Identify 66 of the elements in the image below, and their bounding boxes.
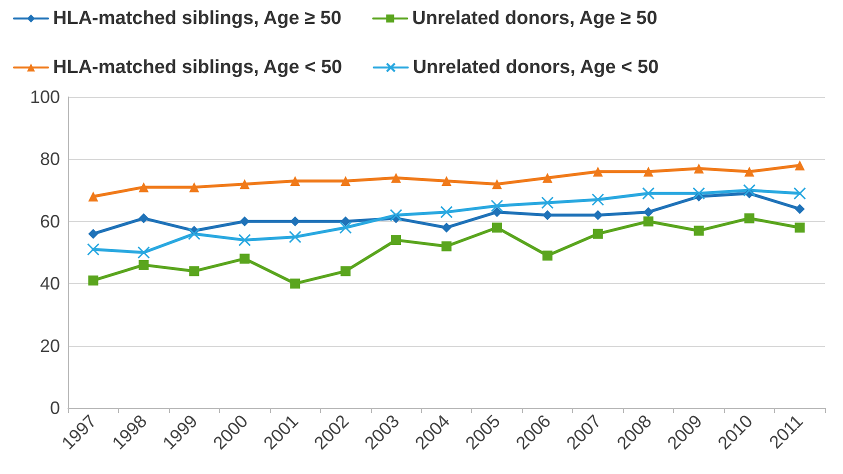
point bbox=[542, 250, 552, 261]
point bbox=[240, 254, 250, 264]
point bbox=[442, 176, 452, 186]
point bbox=[188, 228, 200, 240]
point bbox=[592, 228, 603, 239]
point bbox=[492, 179, 502, 190]
point bbox=[88, 228, 98, 239]
point bbox=[794, 222, 805, 233]
legend-label: Unrelated donors, Age < 50 bbox=[412, 57, 659, 78]
point bbox=[340, 176, 351, 186]
point bbox=[643, 166, 654, 177]
point bbox=[794, 160, 805, 170]
point bbox=[288, 230, 302, 244]
point bbox=[743, 184, 756, 197]
point bbox=[592, 210, 603, 220]
point bbox=[290, 216, 300, 226]
point bbox=[442, 222, 452, 233]
point bbox=[694, 164, 704, 174]
point bbox=[290, 176, 300, 186]
legend-label: Unrelated donors, Age ≥ 50 bbox=[412, 8, 658, 29]
point bbox=[86, 243, 100, 256]
point bbox=[442, 241, 452, 252]
legend-label: HLA-matched siblings, Age < 50 bbox=[53, 57, 342, 78]
point bbox=[390, 208, 402, 222]
point bbox=[189, 182, 200, 192]
point bbox=[744, 166, 754, 177]
y-tick-label: 60 bbox=[40, 211, 60, 232]
point bbox=[694, 226, 704, 236]
point bbox=[492, 207, 502, 218]
point bbox=[542, 172, 552, 183]
point bbox=[490, 200, 504, 212]
point bbox=[238, 234, 251, 246]
point bbox=[189, 266, 200, 276]
y-tick-label: 0 bbox=[50, 398, 60, 418]
y-tick-label: 80 bbox=[40, 149, 60, 170]
point bbox=[340, 216, 351, 226]
point bbox=[643, 207, 654, 218]
point bbox=[794, 204, 805, 214]
point bbox=[88, 275, 98, 286]
point bbox=[592, 166, 603, 177]
point bbox=[391, 172, 402, 183]
point bbox=[744, 213, 754, 224]
point bbox=[794, 187, 806, 200]
point bbox=[339, 221, 352, 234]
point bbox=[440, 206, 453, 218]
point bbox=[692, 187, 706, 200]
point bbox=[240, 216, 250, 226]
point bbox=[138, 182, 149, 192]
point bbox=[340, 266, 351, 276]
point bbox=[643, 216, 654, 226]
point bbox=[541, 196, 554, 209]
point bbox=[138, 213, 149, 224]
point bbox=[642, 187, 655, 200]
point bbox=[88, 192, 98, 202]
point bbox=[138, 260, 149, 270]
point bbox=[240, 179, 250, 190]
y-tick-label: 100 bbox=[30, 87, 60, 107]
point bbox=[290, 278, 300, 289]
point bbox=[542, 210, 552, 220]
point bbox=[592, 193, 604, 206]
legend-label: HLA-matched siblings, Age ≥ 50 bbox=[53, 8, 342, 29]
point bbox=[391, 235, 402, 246]
point bbox=[492, 222, 502, 233]
point bbox=[137, 246, 150, 259]
y-tick-label: 40 bbox=[40, 274, 60, 294]
y-tick-label: 20 bbox=[40, 336, 60, 356]
